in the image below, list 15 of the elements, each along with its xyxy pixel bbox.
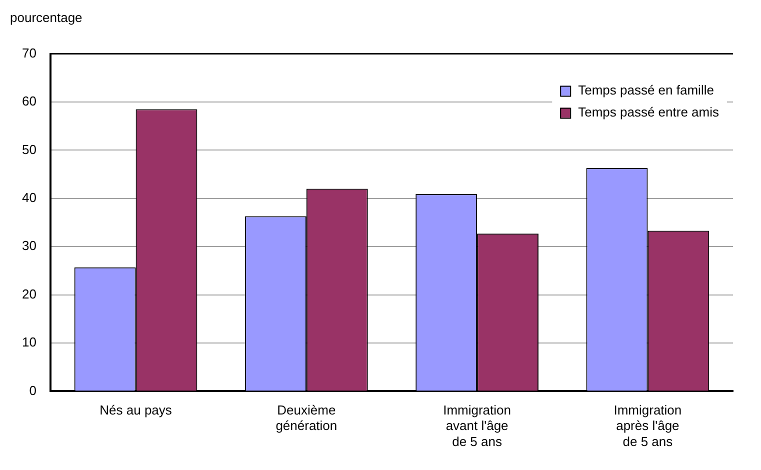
y-tick-label: 10 xyxy=(22,334,36,350)
y-tick-label: 40 xyxy=(22,190,36,205)
x-tick-label: Immigration avant l'âge de 5 ans xyxy=(443,402,512,449)
y-tick-label: 70 xyxy=(22,45,36,60)
legend-label: Temps passé en famille xyxy=(578,82,714,98)
x-tick-label: Immigration après l'âge de 5 ans xyxy=(614,402,682,449)
y-tick-label: 20 xyxy=(22,286,36,302)
x-tick-label: Deuxième génération xyxy=(276,402,338,434)
y-tick-label: 30 xyxy=(22,238,36,254)
y-axis-title: pourcentage xyxy=(10,10,82,25)
x-tick-label: Nés au pays xyxy=(100,402,172,418)
y-tick-label: 0 xyxy=(29,382,36,398)
y-tick-label: 60 xyxy=(22,94,36,109)
legend-label: Temps passé entre amis xyxy=(578,104,720,120)
y-tick-label: 50 xyxy=(22,142,36,157)
